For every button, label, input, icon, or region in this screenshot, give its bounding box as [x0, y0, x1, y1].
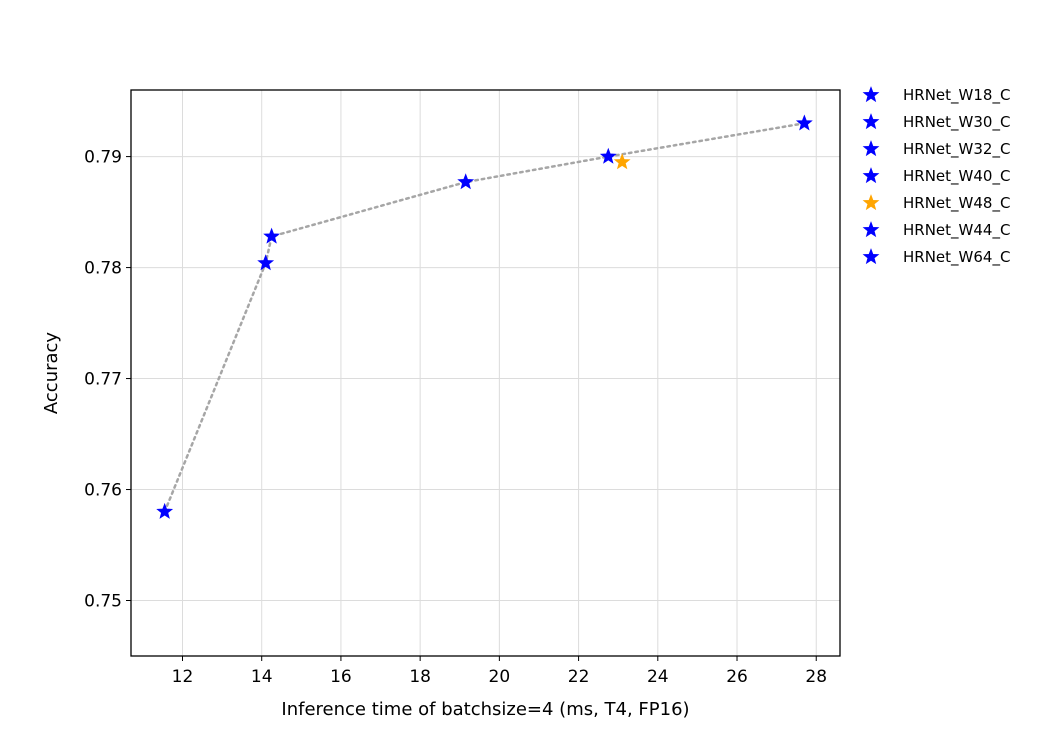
y-tick-label: 0.79	[84, 148, 122, 168]
x-tick-label: 14	[251, 667, 273, 687]
point-hrnet-w40-c	[457, 173, 475, 190]
x-tick-label: 16	[330, 667, 352, 687]
legend-marker	[862, 248, 880, 265]
legend-label: HRNet_W18_C	[903, 86, 1010, 105]
y-tick-label: 0.76	[84, 481, 122, 501]
x-tick-label: 12	[172, 667, 194, 687]
x-axis-ticks: 12 14 16 18 20 22 24 26 28	[172, 656, 827, 687]
point-hrnet-w18-c	[156, 502, 174, 519]
grid	[131, 90, 840, 656]
x-tick-label: 22	[568, 667, 590, 687]
legend-label: HRNet_W48_C	[903, 194, 1010, 213]
point-hrnet-w64-c	[795, 114, 813, 131]
trend-polyline	[163, 122, 806, 513]
legend-marker	[862, 113, 880, 130]
x-tick-label: 26	[726, 667, 748, 687]
point-hrnet-w48-c	[613, 153, 631, 170]
y-tick-label: 0.78	[84, 259, 122, 279]
x-tick-label: 20	[489, 667, 511, 687]
legend-label: HRNet_W30_C	[903, 113, 1010, 132]
legend-marker	[862, 140, 880, 157]
x-axis-label: Inference time of batchsize=4 (ms, T4, F…	[281, 699, 689, 720]
legend-marker	[862, 167, 880, 184]
y-tick-label: 0.75	[84, 592, 122, 612]
legend: HRNet_W18_C HRNet_W30_C HRNet_W32_C HRNet_W…	[862, 86, 1010, 267]
y-axis-label: Accuracy	[41, 332, 62, 415]
x-tick-label: 28	[805, 667, 827, 687]
plot-frame	[130, 89, 841, 657]
legend-marker	[862, 194, 880, 211]
legend-label: HRNet_W64_C	[903, 248, 1010, 267]
legend-label: HRNet_W40_C	[903, 167, 1010, 186]
point-hrnet-w30-c	[257, 254, 275, 271]
data-points	[156, 114, 813, 519]
x-tick-label: 18	[409, 667, 431, 687]
y-axis-ticks: 0.75 0.76 0.77 0.78 0.79	[84, 148, 131, 612]
legend-label: HRNet_W44_C	[903, 221, 1010, 240]
legend-marker	[862, 86, 880, 103]
x-tick-label: 24	[647, 667, 669, 687]
y-tick-label: 0.77	[84, 370, 122, 390]
point-hrnet-w44-c	[599, 147, 617, 164]
legend-marker	[862, 221, 880, 238]
point-hrnet-w32-c	[263, 227, 281, 244]
trend-line	[163, 122, 806, 513]
legend-label: HRNet_W32_C	[903, 140, 1010, 159]
